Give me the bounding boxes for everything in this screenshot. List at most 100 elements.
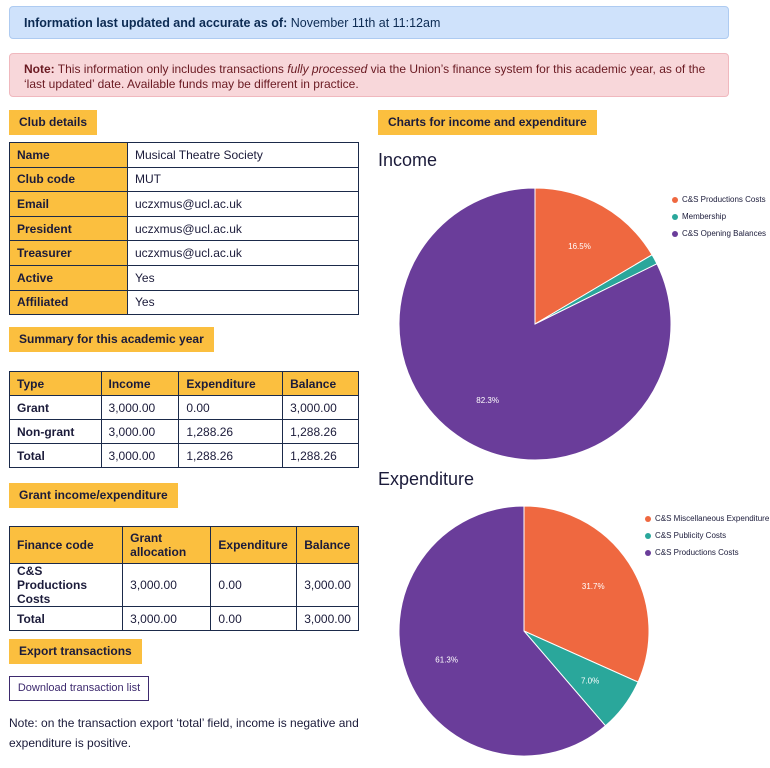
download-transaction-button[interactable]: Download transaction list	[9, 676, 149, 701]
grant-heading: Grant income/expenditure	[9, 483, 178, 508]
summary-cell: 3,000.00	[100, 443, 180, 468]
table-row: Total 3,000.00 0.00 3,000.00	[8, 606, 359, 631]
table-row: C&S Productions Costs 3,000.00 0.00 3,000.0…	[8, 563, 359, 607]
last-updated-banner: Information last updated and accurate as…	[9, 6, 729, 39]
grant-column-header: Grant allocation	[122, 526, 212, 564]
note-text-post: via the Union’s finance system for this …	[24, 62, 706, 91]
grant-cell: 3,000.00	[122, 563, 212, 607]
club-detail-key: Club code	[9, 166, 128, 193]
legend-label: C&S Productions Costs	[682, 195, 766, 204]
club-details-row: President uczxmus@ucl.ac.uk	[9, 215, 359, 242]
club-detail-value: Yes	[127, 289, 359, 316]
pie-slice[interactable]	[398, 187, 672, 461]
summary-column-header: Expenditure	[178, 371, 284, 396]
summary-table: Type Income Expenditure Balance Grant 3,000.…	[9, 371, 359, 468]
club-details-table: Name Musical Theatre Society Club code MUT E…	[9, 142, 359, 316]
club-detail-value: MUT	[127, 166, 359, 193]
note-banner: Note: This information only includes tra…	[9, 53, 729, 97]
summary-heading: Summary for this academic year	[9, 327, 214, 352]
legend-item: C&S Miscellaneous Expenditure	[645, 510, 769, 527]
legend-swatch	[672, 230, 678, 237]
grant-cell: 0.00	[210, 563, 298, 607]
legend-label: C&S Miscellaneous Expenditure	[655, 514, 770, 523]
expenditure-legend: C&S Miscellaneous Expenditure C&S Publici…	[645, 510, 769, 561]
grant-column-header: Expenditure	[210, 526, 298, 564]
club-detail-key: Affiliated	[9, 289, 128, 316]
legend-swatch	[672, 196, 678, 203]
club-details-row: Email uczxmus@ucl.ac.uk	[9, 191, 359, 217]
grant-cell: 0.00	[210, 606, 298, 631]
pie-slice-label: 7.0%	[581, 676, 599, 685]
table-row: Grant 3,000.00 0.00 3,000.00	[9, 395, 359, 420]
club-details-row: Active Yes	[9, 264, 359, 291]
last-updated-value: November 11th at 11:12am	[290, 16, 441, 30]
legend-label: C&S Opening Balances	[682, 229, 767, 238]
table-row: Total 3,000.00 1,288.26 1,288.26	[9, 443, 359, 468]
pie-slice[interactable]	[534, 187, 653, 325]
legend-item: C&S Opening Balances	[672, 225, 766, 242]
club-details-row: Name Musical Theatre Society	[9, 142, 359, 168]
legend-label: C&S Publicity Costs	[655, 531, 727, 540]
legend-label: Membership	[682, 212, 727, 221]
legend-item: C&S Productions Costs	[645, 544, 769, 561]
summary-cell: 1,288.26	[178, 443, 284, 468]
club-detail-key: Name	[9, 142, 128, 168]
grant-cell: 3,000.00	[296, 563, 359, 607]
summary-column-header: Balance	[282, 371, 359, 396]
summary-cell: 0.00	[178, 395, 284, 420]
summary-column-header: Type	[9, 371, 102, 396]
grant-cell: C&S Productions Costs	[8, 563, 124, 607]
club-details-heading: Club details	[9, 110, 98, 135]
club-detail-value: uczxmus@ucl.ac.uk	[127, 191, 359, 217]
export-note: Note: on the transaction export ‘total’ …	[9, 716, 359, 750]
summary-cell: 3,000.00	[100, 419, 180, 444]
income-chart-title: Income	[378, 150, 438, 170]
expenditure-chart-title: Expenditure	[378, 469, 475, 489]
grant-column-header: Finance code	[8, 526, 124, 564]
club-detail-key: Treasurer	[9, 240, 128, 266]
legend-item: Membership	[672, 208, 766, 225]
summary-cell: Non-grant	[9, 419, 102, 444]
club-details-row: Affiliated Yes	[9, 289, 359, 316]
club-detail-value: uczxmus@ucl.ac.uk	[127, 215, 359, 242]
note-text-emph: fully processed	[287, 62, 368, 76]
legend-swatch	[645, 532, 651, 539]
export-heading: Export transactions	[9, 639, 142, 664]
grant-cell: Total	[8, 606, 124, 631]
grant-table: Finance code Grant allocation Expenditure B…	[8, 526, 359, 631]
summary-cell: 1,288.26	[282, 443, 359, 468]
legend-item: C&S Productions Costs	[672, 191, 766, 208]
club-detail-key: President	[9, 215, 128, 242]
pie-slice[interactable]	[523, 505, 650, 683]
summary-cell: 3,000.00	[100, 395, 180, 420]
club-detail-value: uczxmus@ucl.ac.uk	[127, 240, 359, 266]
pie-slice[interactable]	[398, 505, 607, 757]
legend-swatch	[645, 515, 651, 522]
expenditure-pie-chart: 31.7% 7.0% 61.3%	[398, 505, 650, 757]
summary-cell: 3,000.00	[282, 395, 359, 420]
legend-label: C&S Productions Costs	[655, 548, 739, 557]
summary-cell: 1,288.26	[282, 419, 359, 444]
club-detail-value: Musical Theatre Society	[127, 142, 359, 168]
grant-column-header: Balance	[296, 526, 359, 564]
summary-cell: Total	[9, 443, 102, 468]
club-detail-key: Email	[9, 191, 128, 217]
grant-cell: 3,000.00	[122, 606, 212, 631]
club-detail-value: Yes	[127, 264, 359, 291]
summary-cell: 1,288.26	[178, 419, 284, 444]
club-detail-key: Active	[9, 264, 128, 291]
club-details-row: Treasurer uczxmus@ucl.ac.uk	[9, 240, 359, 266]
note-label: Note:	[24, 62, 55, 76]
pie-slice-label: 82.3%	[476, 396, 499, 405]
table-row: Non-grant 3,000.00 1,288.26 1,288.26	[9, 419, 359, 444]
grant-cell: 3,000.00	[296, 606, 359, 631]
charts-heading: Charts for income and expenditure	[378, 110, 597, 135]
club-details-row: Club code MUT	[9, 166, 359, 193]
pie-slice-label: 61.3%	[435, 656, 458, 665]
summary-column-header: Income	[100, 371, 180, 396]
summary-cell: Grant	[9, 395, 102, 420]
income-pie-chart: 16.5% 82.3%	[398, 187, 672, 461]
income-legend: C&S Productions Costs Membership C&S Openi…	[672, 191, 766, 242]
legend-swatch	[672, 213, 678, 220]
legend-swatch	[645, 549, 651, 556]
